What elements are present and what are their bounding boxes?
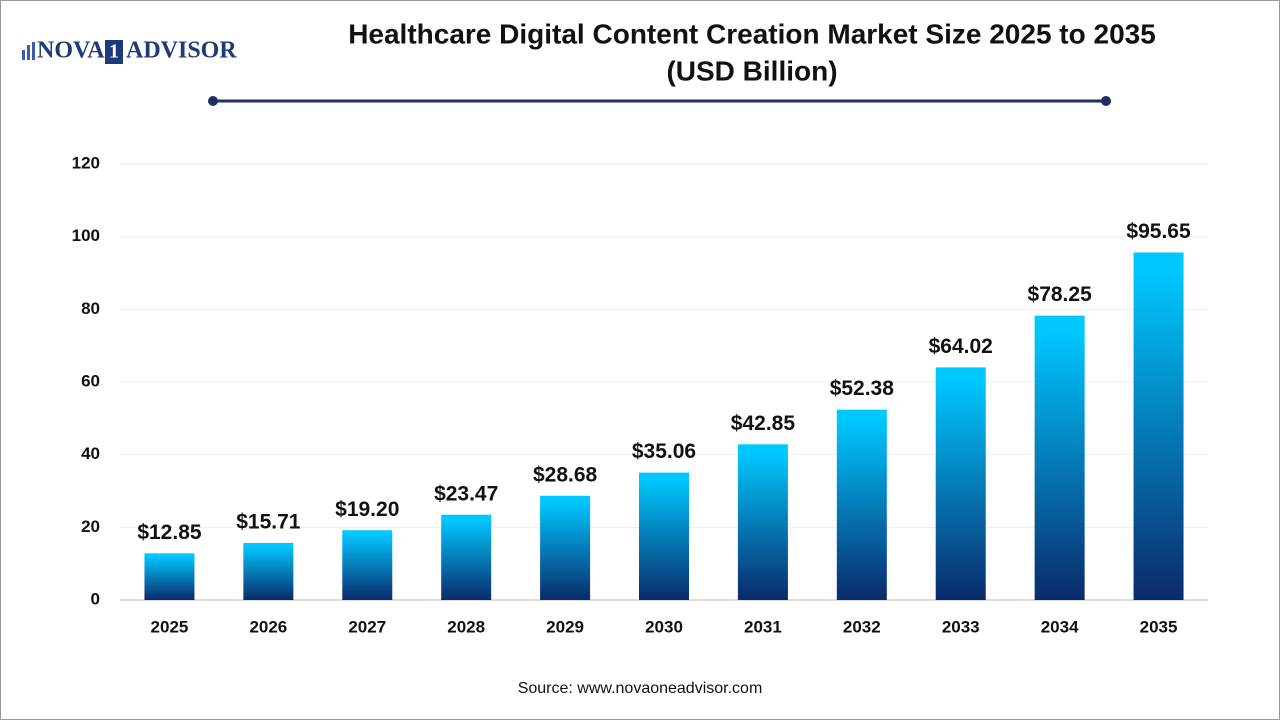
x-tick-label: 2028 — [447, 617, 485, 636]
y-tick-label: 20 — [81, 517, 100, 536]
value-label: $23.47 — [434, 482, 498, 505]
bar — [441, 514, 492, 600]
x-tick-label: 2031 — [744, 617, 782, 636]
x-tick-label: 2027 — [348, 617, 386, 636]
x-tick-label: 2032 — [843, 617, 881, 636]
bar — [243, 542, 294, 600]
chart-title: Healthcare Digital Content Creation Mark… — [348, 18, 1156, 49]
logo-right: ADVISOR — [126, 38, 237, 64]
x-tick-label: 2026 — [249, 617, 287, 636]
value-label: $28.68 — [533, 463, 598, 486]
x-tick-label: 2025 — [151, 617, 189, 636]
chart-subtitle: (USD Billion) — [666, 55, 837, 86]
value-label: $42.85 — [731, 412, 796, 435]
value-label: $19.20 — [335, 498, 399, 521]
value-label: $15.71 — [236, 510, 301, 533]
rule-dot — [1101, 96, 1111, 106]
source: Source: www.novaoneadvisor.com — [518, 680, 763, 697]
logo-left: NOVA — [37, 38, 105, 64]
bar — [342, 530, 393, 600]
bar — [737, 444, 788, 600]
rule-dot — [208, 96, 218, 106]
bar — [836, 409, 887, 600]
y-tick-label: 100 — [72, 226, 100, 245]
x-tick-label: 2030 — [645, 617, 683, 636]
logo: NOVA 1 ADVISOR — [22, 38, 237, 64]
y-tick-label: 120 — [72, 153, 100, 172]
value-label: $12.85 — [137, 521, 202, 544]
x-tick-label: 2033 — [942, 617, 980, 636]
x-tick-label: 2034 — [1041, 617, 1079, 636]
x-tick-label: 2029 — [546, 617, 584, 636]
bar — [639, 472, 689, 600]
value-label: $64.02 — [929, 335, 993, 358]
bar — [1034, 315, 1085, 600]
y-tick-label: 40 — [81, 444, 100, 463]
value-label: $35.06 — [632, 440, 696, 463]
y-tick-label: 60 — [81, 371, 100, 390]
value-label: $95.65 — [1126, 220, 1191, 243]
bar — [144, 553, 195, 600]
y-tick-label: 0 — [91, 589, 100, 608]
value-label: $78.25 — [1028, 283, 1093, 306]
y-tick-label: 80 — [81, 299, 100, 318]
bar — [1133, 252, 1184, 600]
bar — [935, 367, 986, 600]
bar — [540, 495, 591, 600]
value-label: $52.38 — [830, 377, 895, 400]
x-tick-label: 2035 — [1140, 617, 1178, 636]
logo-mark: 1 — [109, 41, 119, 63]
